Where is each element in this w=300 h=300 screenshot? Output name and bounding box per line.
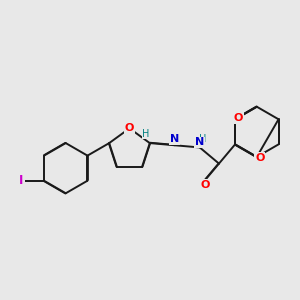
Text: H: H: [142, 129, 150, 139]
Text: O: O: [125, 123, 134, 133]
Text: H: H: [199, 134, 206, 144]
Text: I: I: [19, 174, 24, 187]
Text: N: N: [170, 134, 179, 144]
Text: O: O: [233, 113, 243, 123]
Text: N: N: [195, 137, 204, 147]
Text: O: O: [255, 153, 265, 163]
Text: O: O: [201, 180, 210, 190]
